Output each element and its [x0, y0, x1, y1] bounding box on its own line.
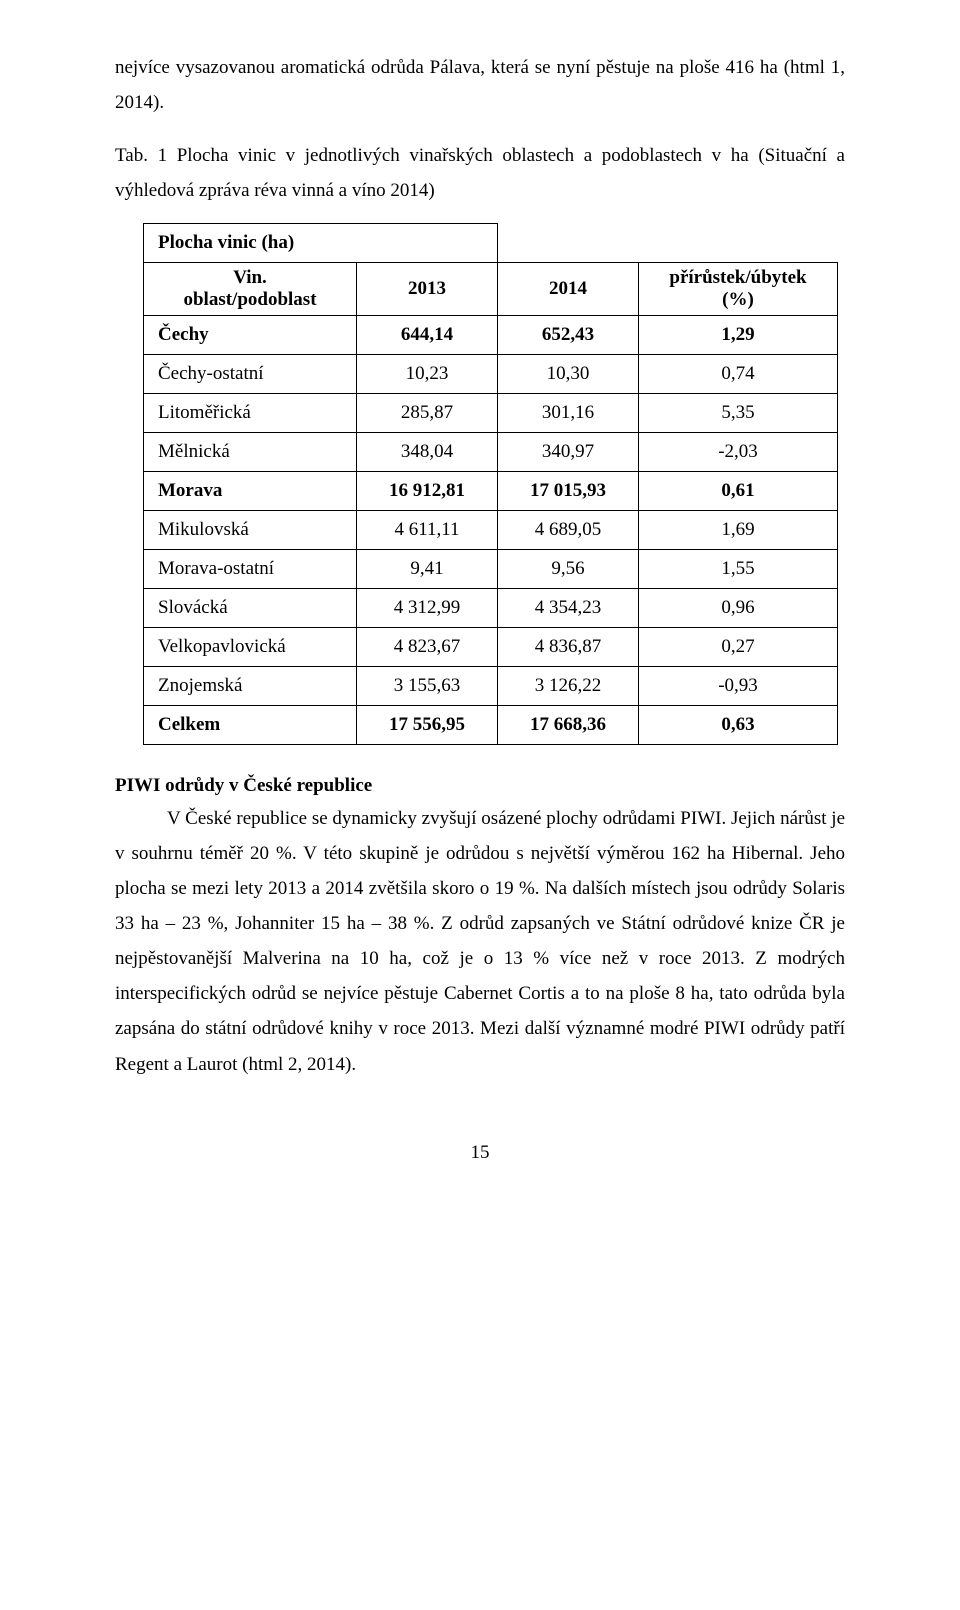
body-paragraph: V České republice se dynamicky zvyšují o…	[115, 801, 845, 1082]
table-row: Čechy-ostatní10,2310,300,74	[144, 354, 838, 393]
row-2014: 301,16	[498, 393, 639, 432]
row-delta: -0,93	[639, 666, 838, 705]
row-label: Morava	[144, 471, 357, 510]
table-header-col0: Vin. oblast/podoblast	[144, 262, 357, 315]
row-delta: 0,96	[639, 588, 838, 627]
row-2014: 9,56	[498, 549, 639, 588]
page-number: 15	[115, 1142, 845, 1164]
row-label: Morava-ostatní	[144, 549, 357, 588]
table-row: Mikulovská4 611,114 689,051,69	[144, 510, 838, 549]
data-table: Plocha vinic (ha) Vin. oblast/podoblast …	[143, 223, 838, 745]
row-delta: 0,27	[639, 627, 838, 666]
row-label: Mělnická	[144, 432, 357, 471]
table-row: Znojemská3 155,633 126,22-0,93	[144, 666, 838, 705]
table-row: Litoměřická285,87301,165,35	[144, 393, 838, 432]
row-2013: 644,14	[357, 315, 498, 354]
row-label: Znojemská	[144, 666, 357, 705]
row-2014: 10,30	[498, 354, 639, 393]
table-row: Celkem17 556,9517 668,360,63	[144, 705, 838, 744]
top-paragraph: nejvíce vysazovanou aromatická odrůda Pá…	[115, 50, 845, 120]
table-header-row-2: Vin. oblast/podoblast 2013 2014 přírůste…	[144, 262, 838, 315]
row-delta: 0,74	[639, 354, 838, 393]
row-delta: 1,69	[639, 510, 838, 549]
header-col0-line2: oblast/podoblast	[183, 289, 316, 310]
row-2013: 16 912,81	[357, 471, 498, 510]
table-row: Morava-ostatní9,419,561,55	[144, 549, 838, 588]
row-delta: 0,63	[639, 705, 838, 744]
row-2014: 4 354,23	[498, 588, 639, 627]
row-label: Celkem	[144, 705, 357, 744]
row-delta: 1,29	[639, 315, 838, 354]
table-header-col1: 2013	[357, 262, 498, 315]
row-2013: 4 823,67	[357, 627, 498, 666]
data-table-wrap: Plocha vinic (ha) Vin. oblast/podoblast …	[143, 223, 845, 745]
section-title: PIWI odrůdy v České republice	[115, 775, 845, 797]
row-label: Litoměřická	[144, 393, 357, 432]
table-caption: Tab. 1 Plocha vinic v jednotlivých vinař…	[115, 138, 845, 208]
table-top-header: Plocha vinic (ha)	[144, 223, 498, 262]
table-header-col2: 2014	[498, 262, 639, 315]
row-2013: 348,04	[357, 432, 498, 471]
row-label: Mikulovská	[144, 510, 357, 549]
table-header-col3: přírůstek/úbytek (%)	[639, 262, 838, 315]
row-label: Slovácká	[144, 588, 357, 627]
row-label: Velkopavlovická	[144, 627, 357, 666]
table-row: Čechy644,14652,431,29	[144, 315, 838, 354]
row-label: Čechy	[144, 315, 357, 354]
row-2014: 652,43	[498, 315, 639, 354]
row-label: Čechy-ostatní	[144, 354, 357, 393]
row-2014: 17 668,36	[498, 705, 639, 744]
row-2014: 4 836,87	[498, 627, 639, 666]
row-delta: 1,55	[639, 549, 838, 588]
row-2014: 17 015,93	[498, 471, 639, 510]
row-2014: 4 689,05	[498, 510, 639, 549]
row-delta: 0,61	[639, 471, 838, 510]
table-row: Slovácká4 312,994 354,230,96	[144, 588, 838, 627]
table-row: Mělnická348,04340,97-2,03	[144, 432, 838, 471]
table-row: Velkopavlovická4 823,674 836,870,27	[144, 627, 838, 666]
table-header-row-1: Plocha vinic (ha)	[144, 223, 838, 262]
row-2013: 10,23	[357, 354, 498, 393]
row-2013: 4 312,99	[357, 588, 498, 627]
row-2014: 3 126,22	[498, 666, 639, 705]
header-col3-line1: přírůstek/úbytek	[669, 267, 806, 288]
row-2013: 285,87	[357, 393, 498, 432]
row-2013: 3 155,63	[357, 666, 498, 705]
header-col0-line1: Vin.	[233, 267, 267, 288]
row-2013: 9,41	[357, 549, 498, 588]
row-delta: 5,35	[639, 393, 838, 432]
row-2013: 4 611,11	[357, 510, 498, 549]
header-col3-line2: (%)	[722, 289, 754, 310]
row-2014: 340,97	[498, 432, 639, 471]
row-2013: 17 556,95	[357, 705, 498, 744]
row-delta: -2,03	[639, 432, 838, 471]
table-row: Morava16 912,8117 015,930,61	[144, 471, 838, 510]
